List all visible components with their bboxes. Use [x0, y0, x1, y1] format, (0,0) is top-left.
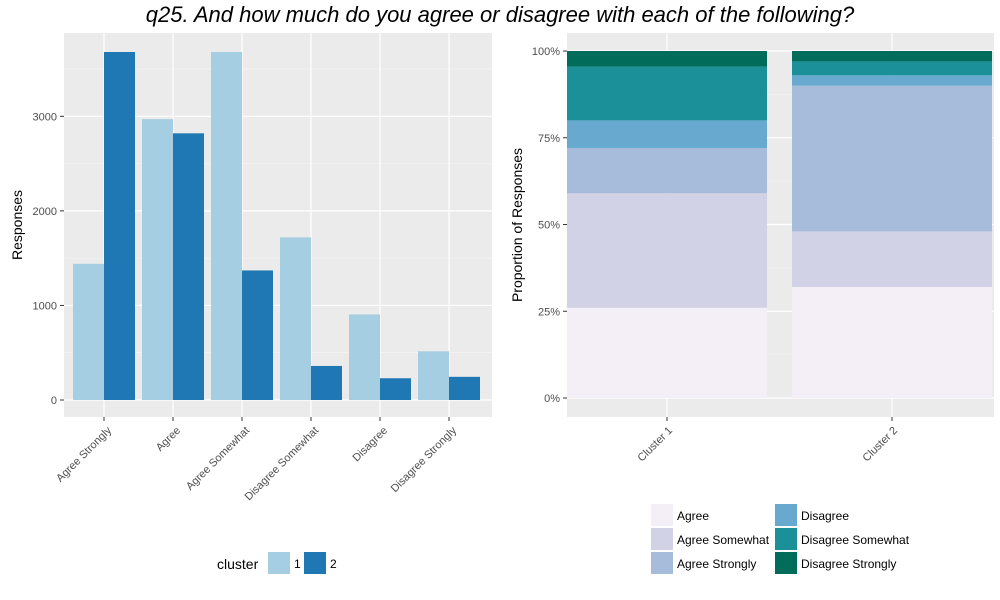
left-y-tick-label: 1000 [33, 300, 57, 312]
left-x-tick-label: Agree Strongly [54, 424, 114, 484]
right-x-tick-label: Cluster 2 [861, 425, 901, 465]
stack-segment-agree [792, 286, 992, 398]
bar-cluster1 [73, 263, 104, 400]
legend-swatch-agree-somewhat [651, 528, 673, 550]
legend-swatch-disagree [775, 504, 797, 526]
legend-swatch-agree-strongly [651, 552, 673, 574]
legend-swatch-1 [268, 552, 290, 574]
right-y-tick-label: 75% [538, 133, 560, 145]
left-x-tick-label: Disagree Somewhat [243, 425, 322, 504]
legend-label-agree: Agree [677, 509, 709, 523]
left-x-tick-label: Agree [154, 425, 183, 454]
legend-swatch-disagree-strongly [775, 552, 797, 574]
bar-cluster2 [380, 378, 411, 400]
legend-label-disagree-strongly: Disagree Strongly [801, 557, 896, 571]
legend-swatch-agree [651, 504, 673, 526]
legend-swatch-2 [304, 552, 326, 574]
legend-label-agree-strongly: Agree Strongly [677, 557, 756, 571]
stack-segment-disagree [567, 120, 767, 149]
bar-cluster2 [173, 133, 204, 400]
stack-segment-agree-somewhat [567, 193, 767, 308]
bar-cluster1 [349, 314, 380, 400]
left-y-axis-title: Responses [9, 190, 25, 260]
stack-segment-disagree-somewhat [567, 66, 767, 121]
stack-segment-disagree-somewhat [792, 61, 992, 76]
left-y-tick-label: 3000 [33, 111, 57, 123]
bar-cluster2 [311, 365, 342, 400]
right-y-tick-label: 100% [532, 46, 560, 58]
bar-cluster2 [104, 52, 135, 400]
stack-segment-agree-strongly [792, 85, 992, 232]
right-x-tick-label: Cluster 1 [636, 425, 676, 465]
left-y-tick-label: 2000 [33, 206, 57, 218]
left-y-tick-label: 0 [51, 395, 57, 407]
stack-segment-agree [567, 307, 767, 398]
left-x-tick-label: Disagree [351, 425, 391, 465]
legend-label-agree-somewhat: Agree Somewhat [677, 533, 770, 547]
bar-cluster1 [211, 52, 242, 400]
stack-segment-disagree [792, 75, 992, 86]
stack-segment-agree-strongly [567, 148, 767, 194]
bar-cluster1 [280, 237, 311, 400]
left-x-tick-label: Agree Somewhat [184, 425, 252, 493]
bar-cluster2 [242, 270, 273, 400]
right-y-tick-label: 25% [538, 306, 560, 318]
stack-segment-disagree-strongly [792, 51, 992, 62]
legend-label-disagree: Disagree [801, 509, 849, 523]
right-y-tick-label: 50% [538, 220, 560, 232]
right-y-axis-title: Proportion of Responses [509, 148, 525, 302]
bar-cluster1 [142, 119, 173, 401]
main-title: q25. And how much do you agree or disagr… [145, 2, 855, 27]
bar-cluster2 [449, 376, 480, 400]
stack-segment-disagree-strongly [567, 51, 767, 67]
legend-label-2: 2 [330, 557, 337, 571]
right-y-tick-label: 0% [544, 393, 560, 405]
left-x-tick-label: Disagree Strongly [389, 424, 460, 495]
bar-cluster1 [418, 351, 449, 400]
legend-label-1: 1 [294, 557, 301, 571]
stack-segment-agree-somewhat [792, 231, 992, 287]
legend-title: cluster [217, 556, 259, 572]
legend-swatch-disagree-somewhat [775, 528, 797, 550]
legend-label-disagree-somewhat: Disagree Somewhat [801, 533, 910, 547]
